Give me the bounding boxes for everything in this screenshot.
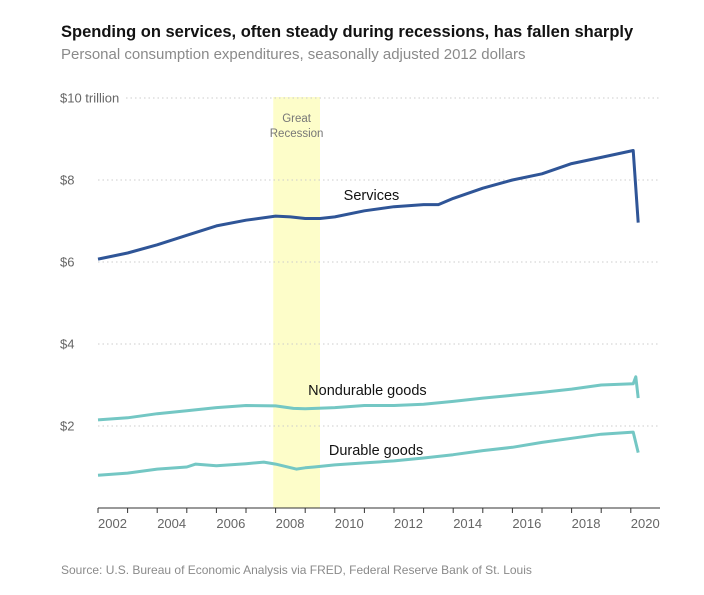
y-tick-label: $10 trillion: [60, 91, 119, 106]
x-tick-label: 2018: [572, 516, 601, 531]
chart-subtitle: Personal consumption expenditures, seaso…: [61, 46, 526, 63]
recession-label: Great: [282, 113, 312, 125]
x-tick-label: 2004: [157, 516, 186, 531]
chart-title: Spending on services, often steady durin…: [61, 23, 634, 41]
x-tick-label: 2014: [453, 516, 482, 531]
x-tick-label: 2010: [335, 516, 364, 531]
durable-goods-line: [97, 430, 640, 477]
durable-goods-label: Durable goods: [329, 443, 423, 459]
nondurable-goods-line: [97, 375, 640, 422]
source-note: Source: U.S. Bureau of Economic Analysis…: [61, 563, 532, 577]
x-tick-label: 2012: [394, 516, 423, 531]
x-tick-label: 2016: [512, 516, 541, 531]
nondurable-goods-label: Nondurable goods: [308, 383, 427, 399]
services-label: Services: [344, 188, 400, 204]
x-tick-label: 2002: [98, 516, 127, 531]
y-tick-label: $2: [60, 419, 74, 434]
y-tick-label: $6: [60, 255, 74, 270]
x-tick-label: 2006: [216, 516, 245, 531]
recession-band: [273, 97, 320, 508]
x-tick-label: 2008: [276, 516, 305, 531]
x-tick-label: 2020: [631, 516, 660, 531]
y-tick-label: $4: [60, 337, 74, 352]
recession-label: Recession: [270, 128, 324, 140]
y-tick-label: $8: [60, 173, 74, 188]
services-line: [97, 149, 640, 261]
